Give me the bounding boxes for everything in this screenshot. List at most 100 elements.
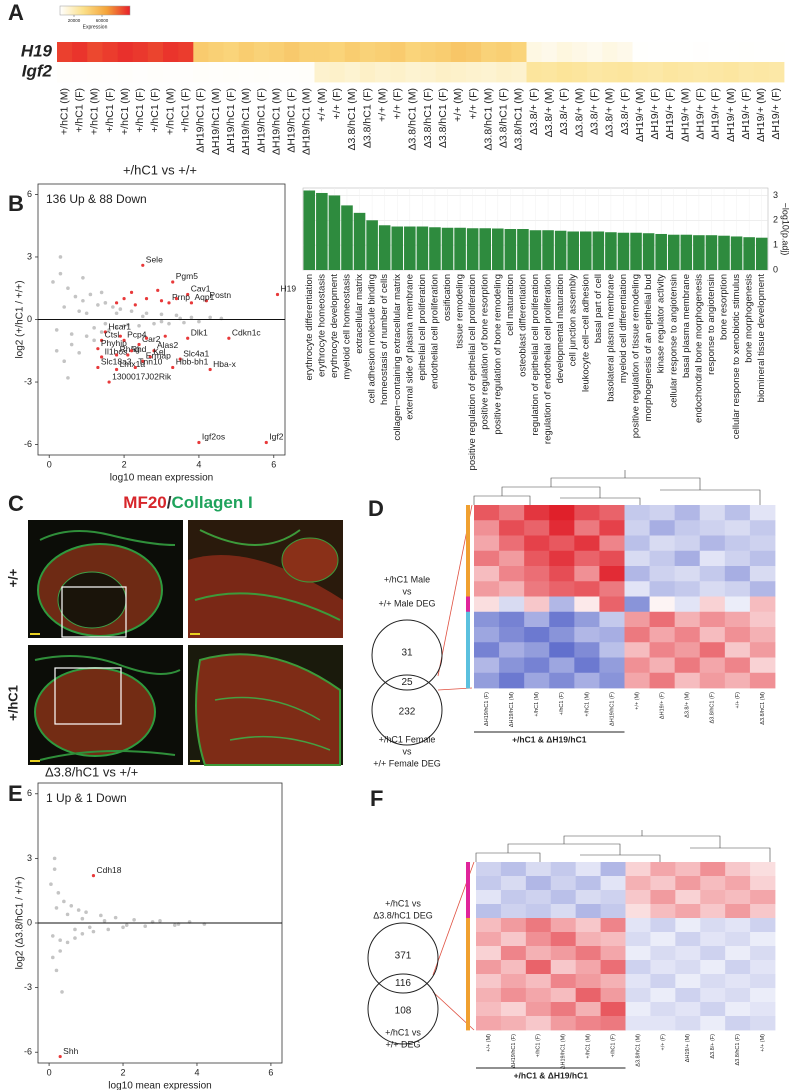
point-label: Aqp1 xyxy=(194,292,214,302)
heatmap-cell xyxy=(725,918,751,933)
point xyxy=(52,856,57,861)
heatmap-cell xyxy=(524,657,550,674)
heatmap-cell xyxy=(725,988,751,1003)
x-tick-label: morphogenesis of an epithelial bud xyxy=(643,274,654,421)
row-group-bar xyxy=(466,550,470,567)
point-label: Cav1 xyxy=(191,284,211,294)
point xyxy=(227,336,231,340)
heatmap-cell xyxy=(238,62,255,83)
heatmap-cell xyxy=(725,862,751,877)
heatmap-cell xyxy=(329,62,346,83)
heatmap-cell xyxy=(625,960,651,975)
heatmap-cell xyxy=(725,904,751,919)
heatmap-cell xyxy=(420,62,437,83)
venn-count: 116 xyxy=(395,978,411,989)
point xyxy=(66,286,70,291)
heatmap-cell xyxy=(600,988,626,1003)
heatmap-cell xyxy=(599,550,625,567)
column-label: Δ3.8/hC1 (M) xyxy=(482,88,494,150)
heatmap-cell xyxy=(617,42,633,63)
heatmap-cell xyxy=(476,960,502,975)
column-label: +/hC1 (F) xyxy=(74,88,86,133)
heatmap-cell xyxy=(693,42,709,63)
heatmap-cell xyxy=(725,876,751,891)
heatmap-cell xyxy=(650,946,676,961)
heatmap-cell xyxy=(499,581,525,597)
bar xyxy=(755,237,768,270)
row-group-bar xyxy=(466,960,470,975)
point xyxy=(73,294,78,299)
point xyxy=(111,305,115,309)
point xyxy=(69,342,74,347)
heatmap-cell xyxy=(599,566,625,582)
heatmap-cell xyxy=(499,566,525,582)
heatmap-cell xyxy=(499,672,525,689)
point-label: Tnn10 xyxy=(138,357,162,367)
heatmap-cell xyxy=(700,904,726,919)
heatmap-cell xyxy=(700,1002,726,1017)
x-tick-label: endochondral bone morphogenesis xyxy=(693,274,704,423)
x-axis-label: log10 mean expression xyxy=(108,1081,211,1090)
heatmap-cell xyxy=(499,611,525,628)
heatmap-cell xyxy=(541,42,558,63)
heatmap-cell xyxy=(625,876,651,891)
point-label: Sele xyxy=(146,255,163,265)
column-label: ΔH19/+ (F) xyxy=(770,88,782,140)
point xyxy=(65,940,70,945)
point xyxy=(58,255,63,259)
heatmap-cell xyxy=(500,932,527,947)
heatmap-cell xyxy=(674,535,701,552)
y-tick-label: -6 xyxy=(24,1047,32,1057)
point xyxy=(133,303,137,307)
heatmap-cell xyxy=(476,890,502,905)
heatmap-cell xyxy=(500,904,527,919)
heatmap-cell xyxy=(549,642,575,658)
heatmap-cell xyxy=(650,904,676,919)
heatmap-cell xyxy=(650,890,676,905)
point xyxy=(186,292,190,297)
point xyxy=(174,313,179,318)
x-tick-label: external side of plasma membrane xyxy=(404,274,415,420)
heatmap-cell xyxy=(549,581,575,597)
heatmap-cell xyxy=(700,890,726,905)
bar xyxy=(328,195,341,270)
heatmap-cell xyxy=(632,62,649,83)
heatmap-cell xyxy=(724,657,751,674)
x-tick-label: positive regulation of bone remodeling xyxy=(492,274,503,435)
tissue xyxy=(214,696,331,751)
heatmap-cell xyxy=(450,42,467,63)
point xyxy=(60,990,64,994)
heatmap-cell xyxy=(574,627,600,643)
heatmap-cell xyxy=(675,1002,701,1017)
point-label: Pcp4 xyxy=(127,330,147,340)
column-label: Δ3.8/hC1 (M) xyxy=(513,88,525,150)
heatmap-cell xyxy=(675,974,701,989)
point xyxy=(69,903,74,908)
heatmap-cell xyxy=(750,918,776,933)
micrographs xyxy=(28,520,343,766)
row-group-bar xyxy=(466,642,470,658)
point xyxy=(144,297,149,301)
venn-count: 31 xyxy=(401,648,413,659)
heatmap-cell xyxy=(575,904,601,919)
heatmap-cell xyxy=(599,596,625,613)
x-tick-label: biomineral tissue development xyxy=(756,274,767,403)
heatmap-cell xyxy=(625,946,651,961)
point xyxy=(81,298,85,303)
point xyxy=(143,924,148,929)
y-tick-label: 3 xyxy=(27,251,32,261)
tissue xyxy=(194,529,341,621)
heatmap-cell xyxy=(465,62,482,83)
heatmap-cell xyxy=(650,974,676,989)
column-label: +/hC1 (M) xyxy=(119,88,131,135)
venn-circle xyxy=(371,619,443,691)
heatmap-cell xyxy=(549,627,575,643)
panel-label: E xyxy=(8,781,23,806)
point xyxy=(204,299,209,303)
heatmap-cell xyxy=(724,535,751,552)
y-tick-label: -3 xyxy=(24,376,32,386)
heatmap-cell xyxy=(724,627,751,643)
heatmap-cell xyxy=(625,862,651,877)
heatmap-cell xyxy=(102,42,118,63)
heatmap-cell xyxy=(575,876,601,891)
